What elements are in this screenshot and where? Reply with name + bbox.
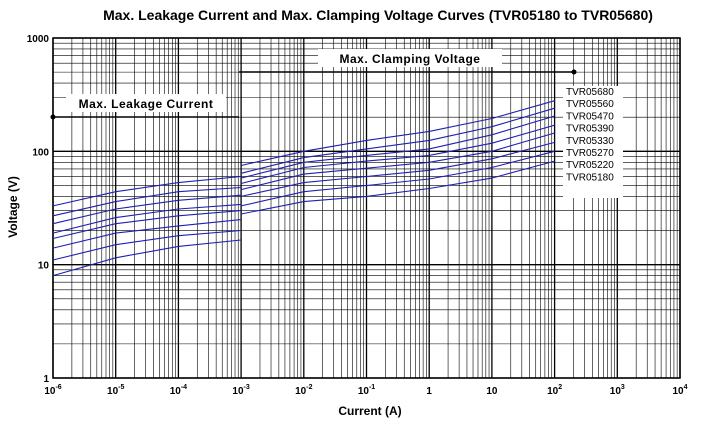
plot-frame — [52, 37, 681, 379]
series-line-clamping — [240, 141, 555, 197]
series-line-clamping — [240, 100, 555, 167]
leakage-range-start-dot — [50, 114, 56, 120]
x-tick-label: 10-1 — [358, 384, 375, 397]
series-line-clamping — [240, 124, 555, 185]
series-line-clamping — [240, 115, 555, 179]
y-tick-label: 1 — [43, 374, 49, 385]
series-line-clamping — [240, 160, 555, 215]
x-tick-label: 10-2 — [295, 384, 312, 397]
leakage-label: Max. Leakage Current — [79, 97, 214, 111]
series-line-clamping — [240, 107, 555, 174]
y-tick-label: 10 — [38, 261, 50, 272]
x-tick-label: 10-6 — [44, 384, 61, 397]
series-lines — [52, 100, 555, 277]
y-tick-label: 1000 — [27, 34, 50, 45]
x-tick-label: 10 — [486, 386, 498, 397]
legend-item: TVR05560 — [566, 99, 614, 110]
y-axis-label: Voltage (V) — [6, 176, 20, 238]
chart-title: Max. Leakage Current and Max. Clamping V… — [103, 7, 653, 23]
legend-item: TVR05220 — [566, 160, 614, 171]
series-line-leakage — [52, 219, 242, 249]
series-line-clamping — [240, 150, 555, 207]
x-tick-label: 103 — [610, 384, 625, 397]
series-line-leakage — [52, 239, 242, 277]
x-tick-label: 104 — [672, 384, 687, 397]
x-tick-label: 10-4 — [170, 384, 187, 397]
legend-item: TVR05270 — [566, 148, 614, 159]
series-line-leakage — [52, 210, 242, 240]
x-tick-label: 102 — [547, 384, 562, 397]
series-line-leakage — [52, 194, 242, 225]
series-line-leakage — [52, 203, 242, 234]
series-line-clamping — [240, 132, 555, 191]
clamping-label-bg — [318, 49, 502, 67]
legend-item: TVR05180 — [566, 172, 614, 183]
y-tick-label: 100 — [32, 147, 49, 158]
clamping-annotation: Max. Clamping Voltage — [239, 49, 577, 75]
legend-box — [563, 86, 623, 198]
legend-item: TVR05390 — [566, 124, 614, 135]
y-tick-labels: 1 10 100 1000 — [27, 34, 50, 385]
clamping-label: Max. Clamping Voltage — [340, 52, 481, 66]
x-tick-label: 10-5 — [107, 384, 124, 397]
leakage-annotation: Max. Leakage Current — [50, 94, 239, 120]
x-tick-label: 10-3 — [232, 384, 249, 397]
clamping-range-end-dot — [571, 69, 577, 75]
legend-item: TVR05470 — [566, 111, 614, 122]
series-line-leakage — [52, 186, 242, 217]
x-axis-label: Current (A) — [338, 404, 401, 418]
legend-item: TVR05680 — [566, 87, 614, 98]
series-line-leakage — [52, 229, 242, 261]
x-tick-label: 1 — [426, 386, 432, 397]
x-tick-labels: 10-6 10-5 10-4 10-3 10-2 10-1 1 10 102 103 104 — [44, 384, 687, 397]
leakage-label-bg — [66, 94, 226, 112]
series-line-leakage — [52, 175, 242, 207]
legend-item: TVR05330 — [566, 136, 614, 147]
